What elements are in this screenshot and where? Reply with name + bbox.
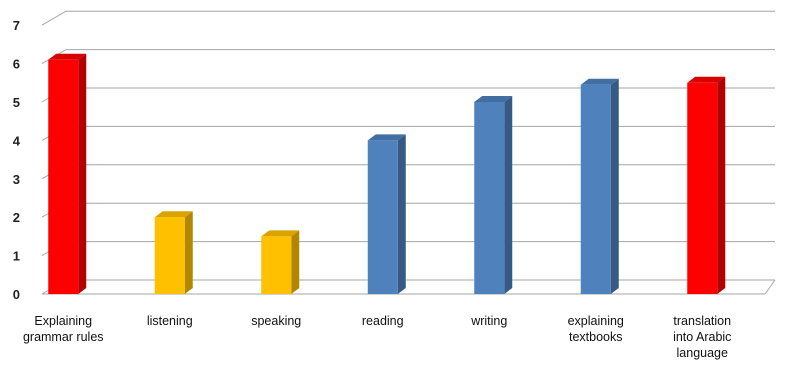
bar-side	[610, 78, 619, 294]
bar-1	[48, 53, 87, 295]
y-tick-label: 3	[13, 172, 20, 187]
y-axis-tick-labels: 0 1 2 3 4 5 6 7	[13, 18, 21, 302]
gridline-0	[41, 279, 775, 295]
floor-right-edge	[764, 279, 776, 295]
y-tick-label: 1	[13, 249, 20, 264]
gridline-1	[41, 241, 775, 257]
bar-2	[154, 211, 193, 294]
gridlines	[41, 10, 776, 295]
gridline-5	[41, 87, 775, 103]
bar-front	[580, 84, 611, 294]
bar-7	[687, 76, 726, 294]
bar-front	[687, 82, 718, 294]
bar-4	[367, 134, 406, 294]
bar-5	[474, 96, 513, 294]
bar-side	[78, 53, 87, 295]
x-category-label: Explaining grammar rules	[22, 314, 104, 344]
bar-front	[154, 217, 185, 294]
bar-top	[261, 230, 300, 237]
x-category-label: translation into Arabic language	[673, 314, 732, 360]
y-tick-label: 6	[13, 57, 20, 72]
x-category-label: writing	[471, 314, 508, 328]
gridline-4	[41, 125, 775, 141]
bar-3	[261, 230, 300, 294]
gridline-2	[41, 202, 775, 218]
gridline-3	[41, 164, 775, 180]
bar-6	[580, 78, 619, 294]
bar-top	[687, 76, 726, 83]
gridline-6	[41, 49, 775, 65]
bar-top	[154, 211, 193, 218]
y-tick-label: 0	[13, 287, 20, 302]
y-tick-label: 4	[13, 133, 21, 148]
bar-side	[184, 211, 193, 294]
gridline-7	[41, 10, 775, 26]
x-category-label: speaking	[251, 314, 302, 328]
bar-front	[261, 236, 292, 294]
bars	[48, 53, 726, 295]
bar-side	[291, 230, 300, 294]
bar-front	[48, 59, 79, 295]
x-category-label: reading	[361, 314, 404, 328]
y-tick-label: 7	[13, 18, 20, 33]
bar-top	[367, 134, 406, 141]
bar-front	[474, 102, 505, 294]
bar-side	[504, 96, 513, 294]
y-tick-label: 2	[13, 210, 20, 225]
bar-front	[367, 140, 398, 294]
bar-side	[397, 134, 406, 294]
bar-top	[580, 78, 619, 85]
x-category-label: listening	[146, 314, 193, 328]
bar-side	[717, 76, 726, 294]
bar-top	[474, 96, 513, 102]
y-tick-label: 5	[13, 95, 20, 110]
x-category-label: explaining textbooks	[567, 314, 624, 344]
bar-top	[48, 53, 87, 60]
